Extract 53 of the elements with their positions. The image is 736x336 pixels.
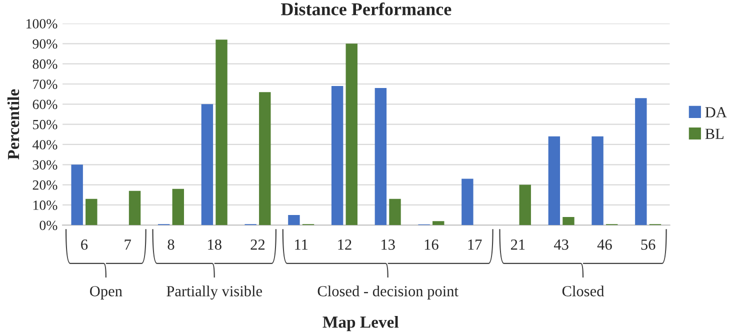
bar [635, 98, 647, 226]
x-tick-label: 43 [554, 239, 568, 250]
bar [201, 104, 214, 226]
bar [346, 44, 358, 226]
y-tick-label: 40% [32, 140, 58, 150]
y-tick-label: 70% [33, 80, 58, 89]
bar [259, 92, 271, 226]
legend-label: BL [705, 128, 724, 139]
x-tick-label: 21 [510, 239, 525, 250]
y-tick-label: 90% [32, 39, 58, 49]
x-axis-title: Map Level [322, 316, 399, 332]
bar [71, 164, 83, 226]
bar [128, 190, 141, 226]
x-tick-label: 22 [250, 239, 265, 250]
bar [172, 188, 184, 226]
x-tick-label: 17 [468, 240, 482, 250]
y-tick-label: 20% [32, 180, 58, 190]
y-axis-title: Percentile [7, 89, 20, 160]
x-tick-label: 18 [208, 239, 222, 250]
y-tick-label: 100% [26, 19, 58, 29]
y-tick-label: 80% [32, 59, 58, 69]
y-tick-label: 10% [33, 200, 58, 210]
bar [432, 221, 444, 226]
text: Closed [562, 286, 604, 296]
y-tick-label: 60% [32, 100, 58, 110]
x-tick-label: 8 [168, 239, 174, 250]
y-tick-label: 30% [32, 160, 58, 170]
y-tick-label: 0% [40, 220, 58, 230]
text: Open [90, 286, 122, 300]
x-tick-label: 12 [338, 239, 352, 250]
bar [548, 136, 560, 226]
x-tick-label: 46 [597, 239, 612, 250]
bar [462, 178, 474, 226]
y-tick-label: 50% [33, 120, 58, 130]
chart-title: Distance Performance [281, 2, 452, 16]
x-tick-label: 6 [81, 239, 88, 250]
bar [288, 215, 300, 226]
bar [592, 136, 604, 226]
text: Partially visible [166, 286, 262, 300]
x-tick-label: 16 [424, 239, 438, 250]
x-tick-label: 56 [641, 239, 656, 250]
x-tick-label: 13 [382, 239, 395, 250]
bar [216, 40, 228, 226]
legend-label: DA [705, 107, 727, 118]
bar [562, 217, 574, 226]
text: Closed - decision point [318, 286, 458, 300]
x-tick-label: 7 [124, 240, 131, 250]
bar [374, 88, 387, 226]
bar [519, 184, 531, 226]
bar [331, 86, 344, 226]
bar [389, 198, 401, 226]
bar [86, 198, 98, 226]
x-tick-label: 11 [295, 240, 308, 250]
